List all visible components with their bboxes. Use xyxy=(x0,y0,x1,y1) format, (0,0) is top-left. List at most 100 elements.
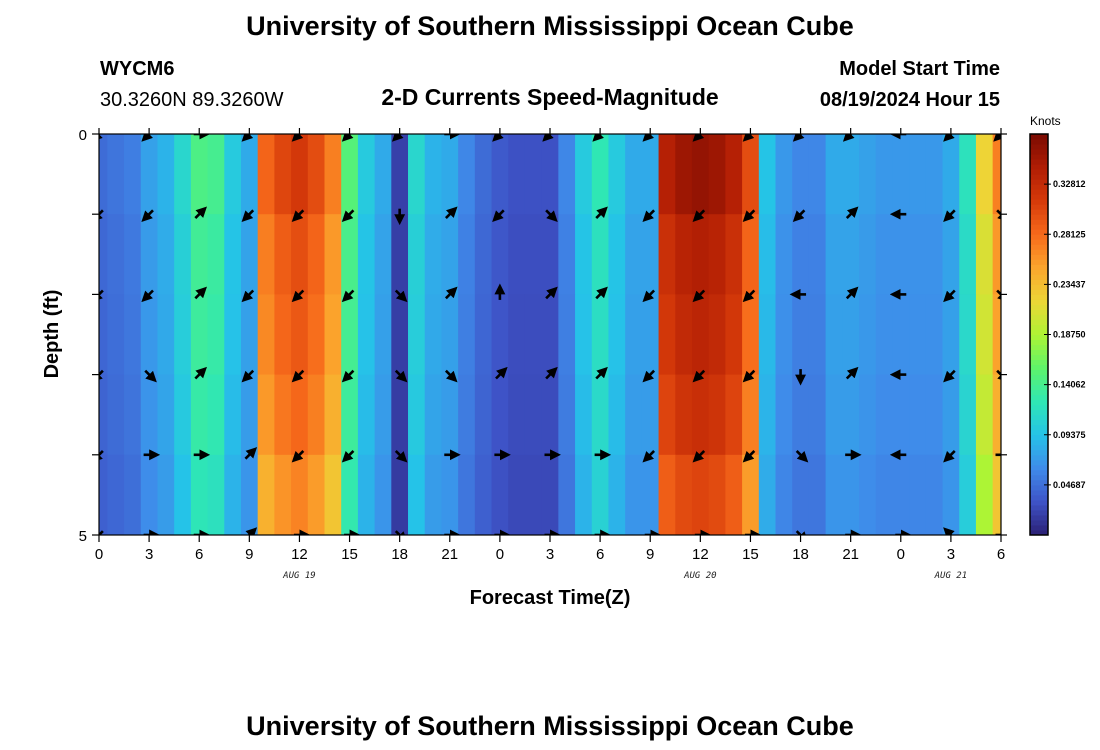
station-coords: 30.3260N 89.3260W xyxy=(100,89,284,111)
heatmap-cell xyxy=(691,374,710,456)
heatmap-cell xyxy=(240,374,259,456)
heatmap-cell xyxy=(758,454,777,535)
current-vector-arrow xyxy=(99,530,104,535)
colorbar-segment xyxy=(1030,304,1048,310)
colorbar-segment xyxy=(1030,174,1048,180)
heatmap-cell xyxy=(207,214,225,295)
heatmap-cell xyxy=(324,214,342,295)
heatmap-cell xyxy=(508,454,526,535)
current-vector-arrow xyxy=(642,209,656,222)
heatmap-cell xyxy=(792,454,810,535)
heatmap-cell xyxy=(157,374,175,456)
heatmap-cell xyxy=(859,214,877,295)
heatmap-cell xyxy=(775,134,793,215)
heatmap-cell xyxy=(942,214,960,295)
heatmap-cell xyxy=(307,374,326,456)
heatmap-cell xyxy=(207,454,225,535)
heatmap-cell xyxy=(491,294,509,376)
colorbar-segment xyxy=(1030,459,1048,466)
heatmap-cell xyxy=(909,294,927,376)
heatmap-cell xyxy=(842,294,860,376)
heatmap-cell xyxy=(675,454,693,535)
heatmap-cell xyxy=(458,454,476,535)
heatmap-cell xyxy=(124,454,142,535)
heatmap-cell xyxy=(99,134,108,215)
current-vector-arrow xyxy=(99,289,104,303)
current-vector-arrow xyxy=(943,289,956,303)
heatmap-cell xyxy=(959,134,977,215)
current-vector-arrow xyxy=(642,369,656,383)
heatmap-cell xyxy=(792,374,810,456)
colorbar-segment xyxy=(1030,504,1048,511)
colorbar-segment xyxy=(1030,284,1048,290)
colorbar-segment xyxy=(1030,454,1048,461)
current-vector-arrow xyxy=(692,449,706,463)
current-vector-arrow xyxy=(742,449,756,463)
heatmap-cell xyxy=(541,374,559,456)
heatmap-cell xyxy=(625,214,643,295)
heatmap-cell xyxy=(174,134,192,215)
heatmap-cell xyxy=(274,294,292,376)
colorbar-segment xyxy=(1030,524,1048,531)
colorbar-segment xyxy=(1030,229,1048,235)
heatmap-cell xyxy=(508,294,526,376)
colorbar-segment xyxy=(1030,319,1048,325)
heatmap-cell xyxy=(107,294,125,376)
current-vector-arrow xyxy=(244,447,258,460)
colorbar-segment xyxy=(1030,209,1048,215)
colorbar-segment xyxy=(1030,484,1048,491)
heatmap-cell xyxy=(99,374,108,456)
model-start-value: 08/19/2024 Hour 15 xyxy=(820,89,1000,111)
heatmap-cell xyxy=(675,374,693,456)
colorbar-segment xyxy=(1030,324,1048,330)
heatmap-cell xyxy=(625,134,643,215)
heatmap-cell xyxy=(959,294,977,376)
colorbar-tick-label: 0.04687 xyxy=(1053,480,1086,490)
heatmap-cell xyxy=(358,535,375,576)
heatmap-cell xyxy=(775,454,793,535)
heatmap-cell xyxy=(140,454,159,535)
colorbar-segment xyxy=(1030,299,1048,305)
heatmap-cell xyxy=(341,454,359,535)
heatmap-cell xyxy=(558,374,576,456)
current-vector-arrow xyxy=(99,449,104,463)
heatmap-cell xyxy=(374,294,392,376)
heatmap-cell xyxy=(424,134,443,215)
current-vector-arrow xyxy=(943,209,956,222)
heatmap-cell xyxy=(307,214,326,295)
colorbar-segment xyxy=(1030,219,1048,225)
heatmap-cell xyxy=(625,374,643,456)
colorbar-segment xyxy=(1030,494,1048,501)
heatmap-cell xyxy=(374,134,392,215)
heatmap-cell xyxy=(975,374,994,456)
colorbar-segment xyxy=(1030,294,1048,300)
heatmap-cell xyxy=(708,454,726,535)
heatmap-cell xyxy=(391,214,409,295)
colorbar-segment xyxy=(1030,419,1048,426)
y-tick-label: 5 xyxy=(79,528,87,545)
colorbar-segment xyxy=(1030,429,1048,436)
current-vector-arrow xyxy=(545,366,558,380)
current-vector-arrow xyxy=(642,449,656,463)
heatmap-cell xyxy=(274,374,292,456)
heatmap-cell xyxy=(608,535,625,576)
current-vector-arrow xyxy=(241,134,254,142)
heatmap-cell xyxy=(140,214,159,295)
heatmap-cell xyxy=(508,214,526,295)
heatmap-cell xyxy=(291,294,309,376)
heatmap-cell xyxy=(424,294,443,376)
heatmap-cell xyxy=(725,214,743,295)
current-vector-arrow xyxy=(642,289,656,303)
current-vector-arrow xyxy=(241,209,255,222)
heatmap-cell xyxy=(708,374,726,456)
heatmap-cell xyxy=(625,454,643,535)
heatmap-cell xyxy=(775,374,793,456)
heatmap-cell xyxy=(257,454,275,535)
colorbar-segment xyxy=(1030,359,1048,366)
heatmap-cell xyxy=(641,374,660,456)
current-vector-arrow xyxy=(99,209,104,222)
x-tick-label: 3 xyxy=(145,546,153,563)
heatmap-cell xyxy=(190,294,209,376)
current-vector-arrow xyxy=(291,134,304,142)
heatmap-cell xyxy=(291,374,309,456)
